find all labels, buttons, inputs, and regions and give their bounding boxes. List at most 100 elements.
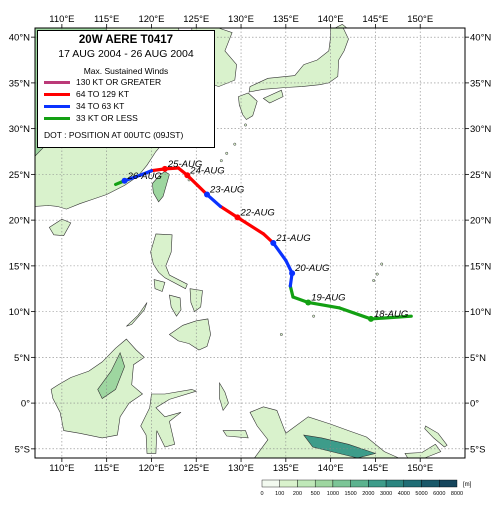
- colorbar-tick-9: 5000: [415, 491, 427, 497]
- lat-label-right-5: 5°N: [470, 353, 486, 364]
- new-guinea-high: [303, 434, 377, 459]
- lon-label-top-140: 140°E: [318, 14, 344, 25]
- borneo-high: [97, 352, 125, 399]
- hainan: [48, 218, 72, 237]
- lon-label-bottom-145: 145°E: [362, 463, 388, 474]
- lon-label-bottom-150: 150°E: [407, 463, 433, 474]
- legend-row-33kt: 33 KT OR LESS: [44, 113, 138, 123]
- track-segment-12: [185, 173, 209, 197]
- daily-position-label-2: 20-AUG: [294, 263, 329, 274]
- honshu: [248, 27, 349, 93]
- shikoku: [262, 89, 284, 104]
- colorbar-bin-4: [332, 479, 351, 488]
- lon-label-bottom-135: 135°E: [273, 463, 299, 474]
- daily-position-label-3: 21-AUG: [275, 233, 310, 244]
- lat-label-right-15: 15°N: [470, 261, 491, 272]
- island-0: [219, 159, 223, 163]
- island-9: [312, 314, 316, 318]
- daily-position-dot-3: [270, 240, 277, 246]
- lat-label-right-10: 10°N: [470, 307, 491, 318]
- seram: [222, 430, 249, 439]
- lon-label-bottom-140: 140°E: [318, 463, 344, 474]
- lon-label-bottom-110: 110°E: [49, 463, 74, 474]
- colorbar-bin-1: [279, 479, 298, 488]
- legend-label-130kt: 130 KT OR GREATER: [76, 77, 162, 87]
- legend-heading: Max. Sustained Winds: [83, 66, 169, 76]
- track-layer: [114, 165, 413, 322]
- colorbar-bin-3: [314, 479, 334, 488]
- colorbar-tick-6: 2000: [362, 491, 374, 497]
- daily-position-label-8: 26-AUG: [127, 171, 162, 182]
- lat-label-left--5: 5°S: [15, 444, 30, 455]
- island-2: [233, 142, 237, 146]
- legend-title: 20W AERE T0417: [78, 34, 174, 46]
- island-8: [279, 333, 283, 336]
- legend-box: 20W AERE T0417 17 AUG 2004 - 26 AUG 2004…: [37, 30, 215, 148]
- daily-position-dot-0: [367, 315, 374, 322]
- daily-position-dot-4: [234, 214, 241, 221]
- colorbar-tick-10: 6000: [433, 491, 445, 497]
- daily-position-dot-2: [289, 270, 296, 277]
- legend-swatch-34kt: [44, 105, 70, 109]
- track-segment-10: [218, 204, 240, 219]
- lon-label-top-110: 110°E: [49, 14, 74, 25]
- track-segment-2: [306, 300, 342, 310]
- colorbar-bin-6: [368, 479, 387, 488]
- taiwan: [152, 171, 170, 203]
- colorbar-tick-11: 8000: [451, 491, 463, 497]
- lat-label-left-40: 40°N: [9, 33, 30, 44]
- daily-position-label-4: 22-AUG: [239, 207, 274, 218]
- track-segment-9: [235, 215, 266, 236]
- island-7: [375, 272, 379, 276]
- colorbar-tick-1: 100: [275, 491, 284, 497]
- colorbar-tick-5: 1500: [345, 491, 357, 497]
- palawan: [126, 302, 148, 327]
- daily-position-dot-1: [305, 299, 312, 306]
- halmahera: [219, 381, 229, 412]
- new-ireland: [424, 425, 448, 448]
- lat-label-right-30: 30°N: [470, 124, 491, 135]
- colorbar-tick-7: 3000: [380, 491, 392, 497]
- lon-label-top-120: 120°E: [138, 14, 164, 25]
- legend-swatch-130kt: [44, 81, 70, 85]
- colorbar-tick-0: 0: [260, 491, 263, 497]
- lat-label-right-40: 40°N: [470, 33, 491, 44]
- daily-position-label-0: 18-AUG: [374, 309, 408, 320]
- lon-label-top-150: 150°E: [407, 14, 433, 25]
- lat-label-left-35: 35°N: [9, 78, 30, 89]
- lat-label-right-0: 0°: [470, 399, 479, 410]
- lat-label-right-35: 35°N: [470, 78, 491, 89]
- colorbar-unit: [m]: [463, 482, 472, 488]
- island-1: [225, 151, 229, 155]
- colorbar-bin-2: [297, 479, 316, 488]
- lon-label-top-145: 145°E: [362, 14, 388, 25]
- lat-label-left-20: 20°N: [9, 216, 30, 227]
- lat-label-left-15: 15°N: [9, 261, 30, 272]
- lon-label-bottom-115: 115°E: [94, 463, 119, 474]
- mindanao: [168, 318, 211, 351]
- daily-position-dot-8: [121, 177, 128, 184]
- daily-position-label-7: 25-AUG: [167, 159, 202, 170]
- legend-row-34kt: 34 TO 63 KT: [44, 101, 124, 111]
- daily-position-dot-7: [161, 165, 168, 172]
- lon-label-top-135: 135°E: [273, 14, 299, 25]
- lat-label-right-20: 20°N: [470, 216, 491, 227]
- colorbar-tick-3: 500: [311, 491, 320, 497]
- legend-swatch-64kt: [44, 93, 70, 97]
- track-segment-17: [122, 172, 145, 183]
- lat-label-right-25: 25°N: [470, 170, 491, 181]
- lon-label-bottom-130: 130°E: [228, 463, 254, 474]
- legend-label-64kt: 64 TO 129 KT: [76, 89, 130, 99]
- daily-position-label-5: 23-AUG: [209, 185, 244, 196]
- lon-label-top-125: 125°E: [183, 14, 209, 25]
- legend-row-130kt: 130 KT OR GREATER: [44, 77, 161, 87]
- lon-label-top-115: 115°E: [94, 14, 119, 25]
- colorbar-bin-8: [403, 479, 422, 488]
- daily-position-label-6: 24-AUG: [189, 165, 224, 176]
- lon-label-bottom-125: 125°E: [183, 463, 209, 474]
- island-5: [380, 262, 384, 266]
- island-6: [372, 279, 376, 282]
- track-segment-1: [337, 306, 373, 321]
- borneo: [50, 338, 145, 439]
- luzon: [150, 233, 188, 290]
